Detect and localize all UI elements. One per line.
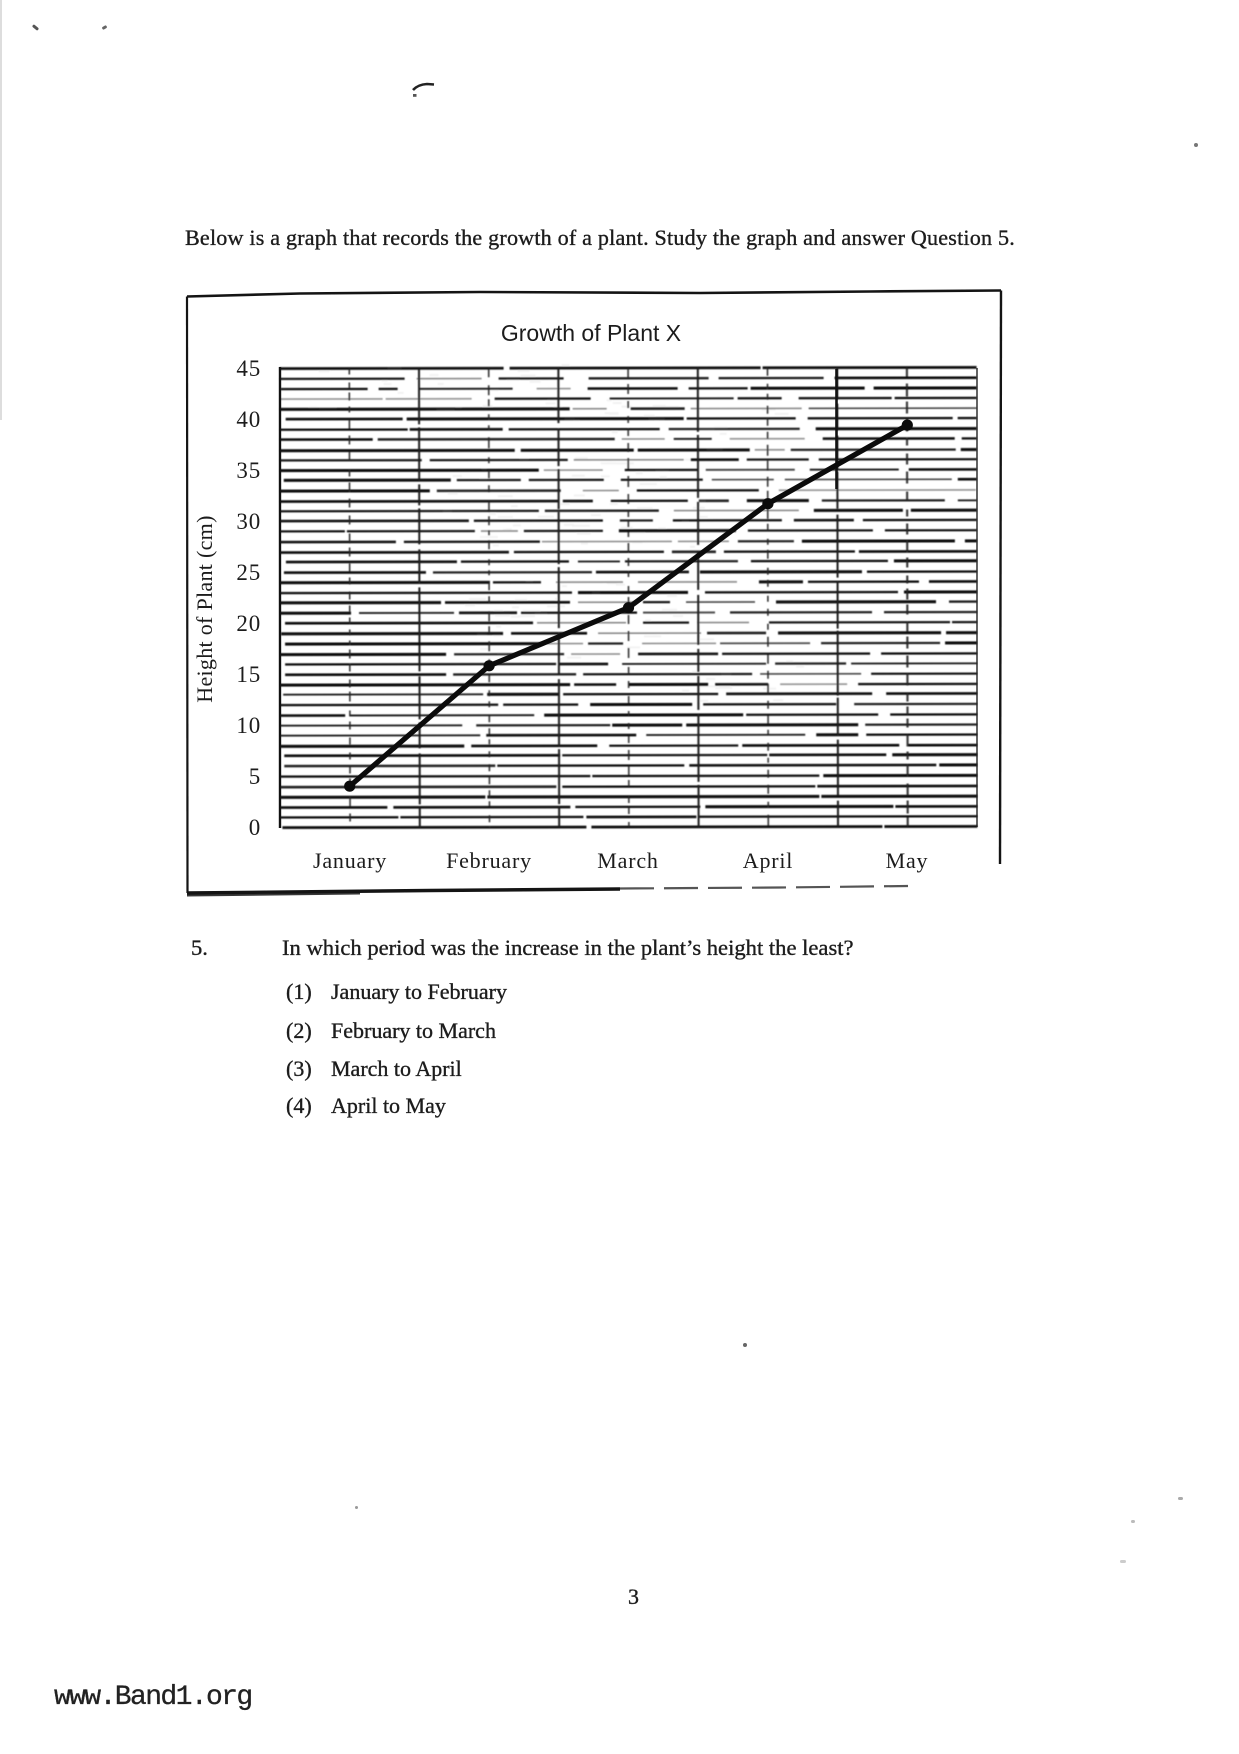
svg-text:40: 40: [236, 407, 261, 432]
svg-text:5: 5: [249, 764, 261, 789]
svg-text:15: 15: [236, 662, 261, 687]
svg-text:April: April: [743, 848, 793, 873]
svg-text:Growth of Plant X: Growth of Plant X: [501, 320, 681, 346]
svg-text:35: 35: [236, 458, 261, 483]
svg-text:January: January: [313, 848, 387, 873]
svg-text:Height of Plant (cm): Height of Plant (cm): [192, 515, 217, 702]
svg-text:10: 10: [236, 713, 261, 738]
svg-text:45: 45: [236, 356, 261, 381]
svg-text:30: 30: [236, 509, 261, 534]
svg-text:February: February: [446, 848, 532, 873]
svg-text:0: 0: [249, 815, 261, 840]
svg-text:20: 20: [236, 611, 261, 636]
svg-text:May: May: [886, 848, 929, 873]
svg-text:March: March: [597, 848, 658, 873]
svg-text:25: 25: [236, 560, 261, 585]
